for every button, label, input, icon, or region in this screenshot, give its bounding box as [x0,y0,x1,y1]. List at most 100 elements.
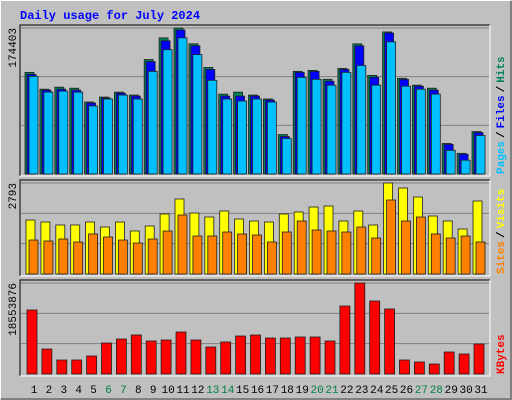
x-tick-label: 5 [90,385,97,397]
x-tick-label: 21 [325,385,339,397]
legend: Sites / Visits [496,189,508,274]
legend-entry: Visits [496,189,508,229]
bar [43,240,54,275]
x-tick-label: 2 [46,385,53,397]
bar [296,76,307,175]
bar [147,238,158,275]
bar [386,199,397,275]
bar [73,241,84,275]
bar [88,105,98,175]
bar [430,233,441,275]
bar [264,337,276,375]
bar [326,84,337,175]
panel-edge-light [20,280,491,377]
bar [237,233,248,275]
legend-entry: KBytes [496,334,508,374]
bar [147,70,158,175]
bar [190,339,202,375]
bar [354,282,366,375]
bar [311,78,322,175]
bar [401,85,411,175]
bar [220,341,232,375]
bar [430,93,441,175]
bar [413,361,425,375]
legend-entry: Files [496,95,508,128]
bar [309,336,321,375]
x-tick-label: 19 [296,385,309,397]
bar [175,331,187,375]
bar [28,75,39,175]
bar [56,359,68,375]
bar [205,346,217,375]
bar [473,343,485,375]
bar [235,335,247,375]
bar [294,336,306,375]
x-tick-label: 12 [191,385,204,397]
bar [326,230,337,275]
bar [369,300,381,375]
bar [415,216,426,275]
x-tick-label: 9 [150,385,157,397]
legend: KBytes [496,334,508,374]
bar [443,351,455,375]
bar [341,231,352,275]
bar [281,231,292,275]
x-tick-label: 20 [310,385,323,397]
bar [118,239,128,275]
bar [160,339,172,375]
bar [26,309,38,375]
bar [252,98,262,175]
bar [101,342,112,375]
bar [341,71,352,175]
bar [401,220,411,275]
bar [207,79,218,175]
bar [266,101,277,175]
x-tick-label: 15 [236,385,249,397]
bar [458,353,470,375]
bar [324,340,336,375]
bar [103,98,113,175]
x-tick-label: 3 [60,385,67,397]
y-tick-label: 174403 [8,28,20,68]
panel-edge-dark [19,179,490,276]
panel-edge-light [20,180,491,277]
x-tick-label: 26 [400,385,413,397]
bar [384,308,396,375]
bar [475,135,486,175]
x-tick-label: 23 [355,385,368,397]
bar [177,214,188,275]
bar [252,234,262,275]
bar [311,229,322,275]
bar [250,334,261,375]
legend-separator: / [496,131,508,138]
x-tick-label: 14 [221,385,235,397]
x-tick-label: 18 [281,385,294,397]
bar [132,242,143,275]
bar [207,235,218,275]
bar [132,98,143,175]
bar [460,235,471,275]
bar [162,49,173,175]
bar [162,230,173,275]
bar [475,241,486,275]
bar [118,94,128,175]
x-tick-label: 7 [120,385,127,397]
bar [339,305,351,375]
bar [356,65,367,175]
x-tick-label: 10 [161,385,174,397]
bar [460,159,471,175]
bar [192,235,203,275]
panel-edge-dark [19,279,490,376]
panel-edge-light [20,25,491,177]
panel-edge-dark [19,24,490,176]
bar [445,237,456,275]
bar [116,338,127,375]
bar [386,41,397,175]
y-tick-label: 2793 [8,183,20,209]
bar [296,220,307,275]
bar [428,363,440,375]
legend-entry: Hits [496,56,508,82]
bar [130,334,142,375]
x-tick-label: 22 [340,385,353,397]
